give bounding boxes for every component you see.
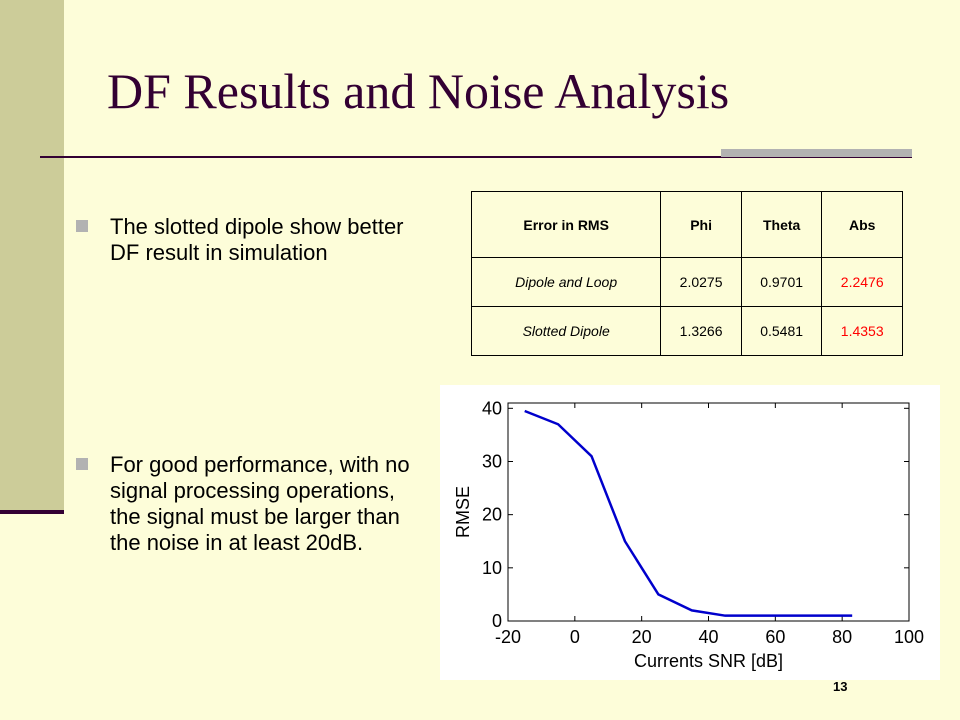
left-band-underline [0,510,64,514]
x-tick-label: 60 [765,627,785,647]
x-tick-label: -20 [495,627,521,647]
page-number: 13 [833,679,848,694]
x-tick-label: 80 [832,627,852,647]
bullet-square-icon [76,458,88,470]
title-rule-accent [721,149,912,157]
rmse-series-line [524,409,853,617]
rmse-chart: -20 0 20 40 60 80 100 0 10 20 30 40 Currents SNR [dB… [440,385,940,680]
y-tick-label: 30 [482,451,502,471]
y-tick-label: 20 [482,505,502,525]
title-rule [40,156,912,158]
left-decorative-band [0,0,64,512]
phi-cell: 1.3266 [660,306,742,356]
table-row: Dipole and Loop 2.0275 0.9701 2.2476 [470,257,903,307]
x-tick-label: 40 [698,627,718,647]
theta-cell: 0.5481 [740,306,823,356]
table-header-row: Error in RMS Phi Theta Abs [470,191,903,258]
phi-cell: 2.0275 [660,257,742,307]
y-tick-label: 10 [482,558,502,578]
bullet-square-icon [76,220,88,232]
table-row: Slotted Dipole 1.3266 0.5481 1.4353 [470,306,903,356]
abs-cell: 2.2476 [821,257,903,307]
x-tick-label: 0 [570,627,580,647]
table-header-cell: Abs [821,191,903,258]
table-header-cell: Phi [660,191,742,258]
bullet-text: The slotted dipole show better DF result… [110,214,404,265]
x-tick-label: 20 [632,627,652,647]
row-name-cell: Slotted Dipole [470,306,662,356]
bullet-item-2: For good performance, with no signal pro… [76,452,416,556]
y-axis-label: RMSE [453,486,473,538]
theta-cell: 0.9701 [740,257,823,307]
table-header-cell: Theta [740,191,823,258]
slide-title: DF Results and Noise Analysis [107,63,730,119]
bullet-text: For good performance, with no signal pro… [110,452,410,555]
y-tick-label: 40 [482,398,502,418]
x-axis-label: Currents SNR [dB] [634,651,783,671]
bullet-item-1: The slotted dipole show better DF result… [76,214,416,266]
plot-frame [507,402,910,622]
row-name-cell: Dipole and Loop [470,257,662,307]
abs-cell: 1.4353 [821,306,903,356]
x-tick-label: 100 [894,627,924,647]
table-header-cell: Error in RMS [470,191,662,258]
results-table: Error in RMS Phi Theta Abs Dipole and Lo… [470,191,903,356]
y-tick-label: 0 [492,611,502,631]
